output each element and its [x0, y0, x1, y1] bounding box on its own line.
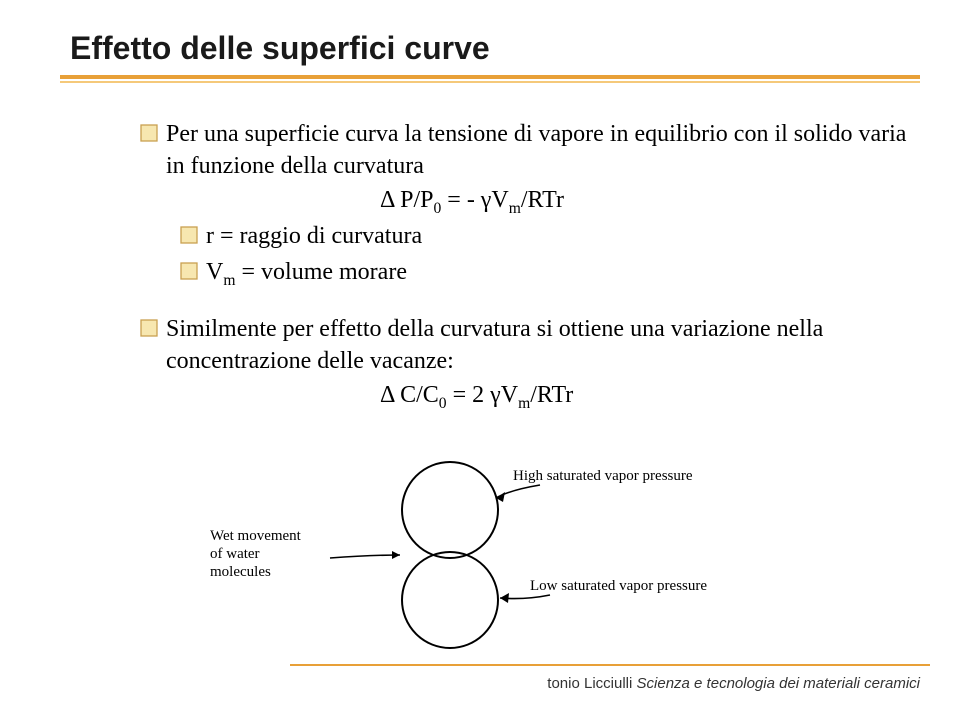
equation: Δ P/P0 = - γVm/RTr: [380, 187, 920, 218]
footer-topic: Scienza e tecnologia dei materiali ceram…: [637, 675, 920, 692]
diagram-label: High saturated vapor pressure: [513, 468, 693, 484]
bullet-text: Similmente per effetto della curvatura s…: [166, 313, 920, 378]
footer-divider: [290, 664, 930, 666]
bullet-text: Per una superficie curva la tensione di …: [166, 118, 920, 183]
diagram-label: of water: [210, 546, 260, 562]
bullet-text: r = raggio di curvatura: [206, 220, 422, 252]
title-underline: [60, 73, 920, 87]
bullet-icon: [140, 124, 158, 142]
equation: Δ C/C0 = 2 γVm/RTr: [380, 382, 920, 413]
bullet-item: Per una superficie curva la tensione di …: [140, 118, 920, 183]
bullet-icon: [140, 319, 158, 337]
vapor-pressure-diagram: Wet movement of water molecules High sat…: [210, 450, 750, 650]
diagram-label: Wet movement: [210, 528, 302, 544]
content-block: Per una superficie curva la tensione di …: [140, 118, 920, 412]
bullet-text: Vm = volume morare: [206, 256, 407, 291]
bullet-item: r = raggio di curvatura: [180, 220, 920, 252]
bullet-item: Vm = volume morare: [180, 256, 920, 291]
slide-title: Effetto delle superfici curve: [70, 30, 920, 67]
diagram-label: molecules: [210, 564, 271, 580]
footer: tonio Licciulli Scienza e tecnologia dei…: [547, 675, 920, 692]
diagram-label: Low saturated vapor pressure: [530, 578, 707, 594]
bullet-icon: [180, 262, 198, 280]
footer-author: tonio Licciulli: [547, 675, 632, 692]
bullet-icon: [180, 226, 198, 244]
bullet-item: Similmente per effetto della curvatura s…: [140, 313, 920, 378]
